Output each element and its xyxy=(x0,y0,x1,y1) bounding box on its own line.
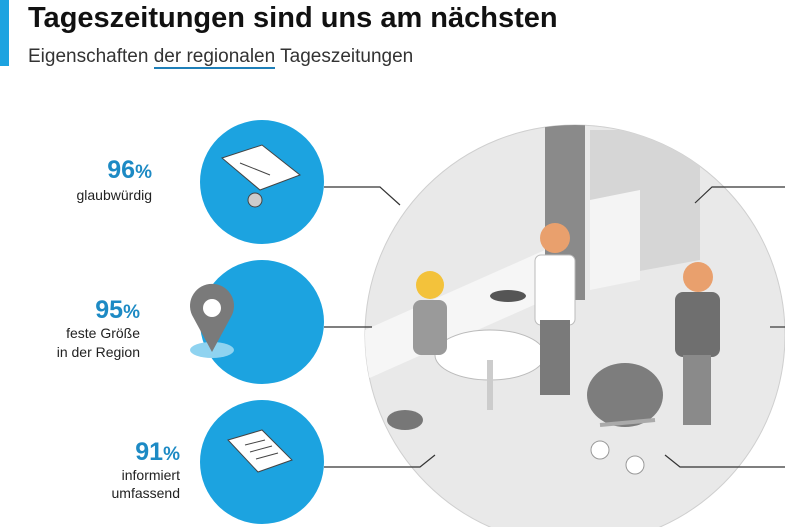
scene xyxy=(365,125,720,475)
percent-value: 91 xyxy=(135,438,163,466)
subtitle-highlight: der regionalen xyxy=(153,46,276,69)
subtitle-part: Eigenschaften xyxy=(28,46,154,67)
percent: 95% xyxy=(95,296,140,324)
item-label: in der Region xyxy=(57,344,140,360)
percent-unit: % xyxy=(163,444,180,465)
item-label: feste Größe xyxy=(66,325,140,341)
percent: 96% xyxy=(107,156,152,184)
percent: 91% xyxy=(135,438,180,466)
subtitle: Eigenschaften der regionalen Tageszeitun… xyxy=(28,46,414,69)
icon-certificate xyxy=(200,120,324,244)
accent-bar xyxy=(0,0,9,66)
percent-unit: % xyxy=(135,162,152,183)
item-label: informiert xyxy=(122,467,180,483)
item-label: glaubwürdig xyxy=(77,187,153,203)
title: Tageszeitungen sind uns am nächsten xyxy=(28,2,558,34)
subtitle-part: Tageszeitungen xyxy=(275,46,414,67)
percent-value: 95 xyxy=(95,296,123,324)
icon-checklist xyxy=(200,400,324,524)
item-label: umfassend xyxy=(112,485,180,501)
percent-unit: % xyxy=(123,302,140,323)
connector-lines xyxy=(324,186,785,468)
icon-location xyxy=(190,260,324,384)
percent-value: 96 xyxy=(107,156,135,184)
